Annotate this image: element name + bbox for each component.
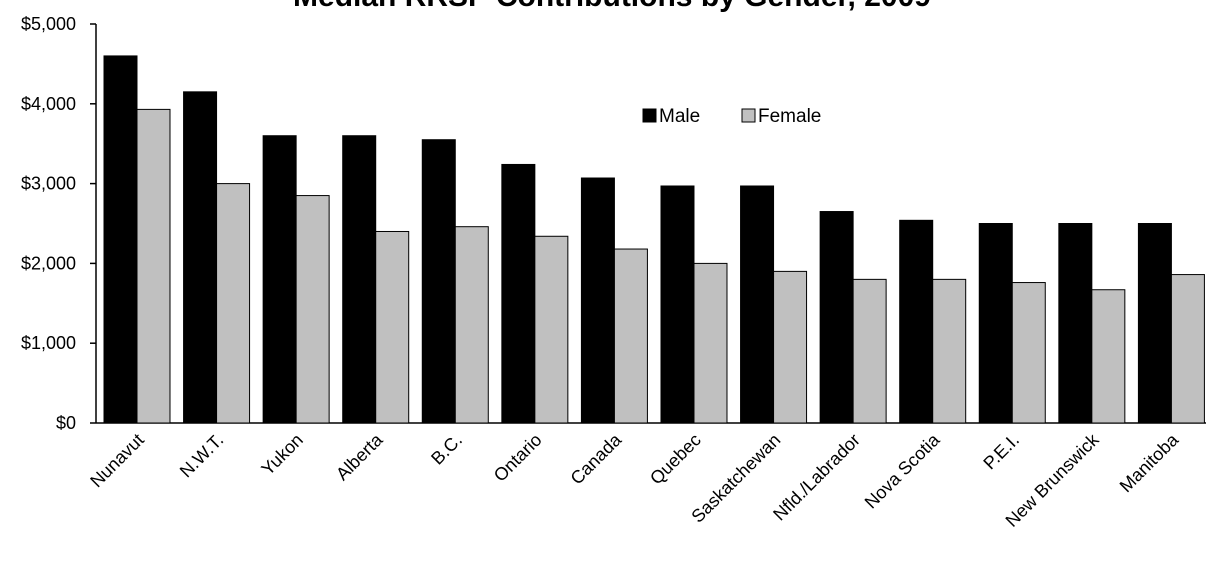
x-tick-label: Manitoba xyxy=(1116,429,1183,496)
bar-female-nunavut xyxy=(136,108,171,424)
bar-male-b-c- xyxy=(421,139,456,424)
bar-male-nfld-labrador xyxy=(819,211,854,424)
legend-label-male: Male xyxy=(659,106,700,127)
bar-male-quebec xyxy=(660,185,695,424)
bar-female-alberta xyxy=(375,230,410,424)
x-tick-label: Nunavut xyxy=(86,430,148,492)
bar-male-yukon xyxy=(262,135,297,424)
bar-male-nova-scotia xyxy=(899,219,934,424)
category-labels: Nunavut N.W.T. Yukon Alberta B.C. Ontario Cana… xyxy=(86,429,1183,531)
bar-female-saskatchewan xyxy=(773,270,808,424)
bar-male-alberta xyxy=(342,135,377,424)
bar-male-ontario xyxy=(501,163,536,424)
y-tick-label: $2,000 xyxy=(21,253,76,273)
bar-male-n-w-t- xyxy=(183,91,218,424)
x-tick-label: Yukon xyxy=(257,430,307,480)
x-tick-label: B.C. xyxy=(427,430,466,469)
bar-female-new-brunswick xyxy=(1091,289,1126,424)
x-tick-label: P.E.I. xyxy=(979,430,1023,474)
bar-female-canada xyxy=(613,248,648,424)
y-axis: $0 $1,000 $2,000 $3,000 $4,000 $5,000 xyxy=(21,14,97,433)
bar-female-ontario xyxy=(534,235,569,424)
bar-male-manitoba xyxy=(1137,223,1172,424)
bar-series xyxy=(103,55,1205,424)
legend: Male Female xyxy=(642,106,821,127)
x-tick-label: Ontario xyxy=(490,430,546,486)
bar-male-p-e-i- xyxy=(978,223,1013,424)
bar-female-p-e-i- xyxy=(1011,282,1046,424)
bar-female-manitoba xyxy=(1170,274,1205,424)
chart-title: Median RRSP Contributions by Gender, 200… xyxy=(293,0,931,13)
bar-female-nfld-labrador xyxy=(852,278,887,424)
bar-male-saskatchewan xyxy=(740,185,775,424)
legend-swatch-female xyxy=(741,108,756,123)
y-tick-label: $3,000 xyxy=(21,174,76,194)
bar-female-b-c- xyxy=(454,226,489,424)
x-tick-label: Nova Scotia xyxy=(861,429,944,512)
x-tick-label: Canada xyxy=(567,429,626,488)
bar-male-nunavut xyxy=(103,55,138,424)
y-tick-label: $0 xyxy=(56,413,76,433)
bar-female-quebec xyxy=(693,262,728,424)
bar-female-nova-scotia xyxy=(932,278,967,424)
bar-female-yukon xyxy=(295,195,330,424)
x-tick-label: Alberta xyxy=(332,429,387,484)
y-tick-label: $5,000 xyxy=(21,14,76,34)
x-tick-label: N.W.T. xyxy=(176,430,228,482)
y-tick-label: $1,000 xyxy=(21,333,76,353)
legend-label-female: Female xyxy=(758,106,821,127)
legend-swatch-male xyxy=(642,108,657,123)
bar-male-new-brunswick xyxy=(1058,223,1093,424)
bar-male-canada xyxy=(580,177,615,424)
x-tick-label: Quebec xyxy=(646,430,705,489)
y-tick-label: $4,000 xyxy=(21,94,76,114)
bar-female-n-w-t- xyxy=(216,183,251,424)
